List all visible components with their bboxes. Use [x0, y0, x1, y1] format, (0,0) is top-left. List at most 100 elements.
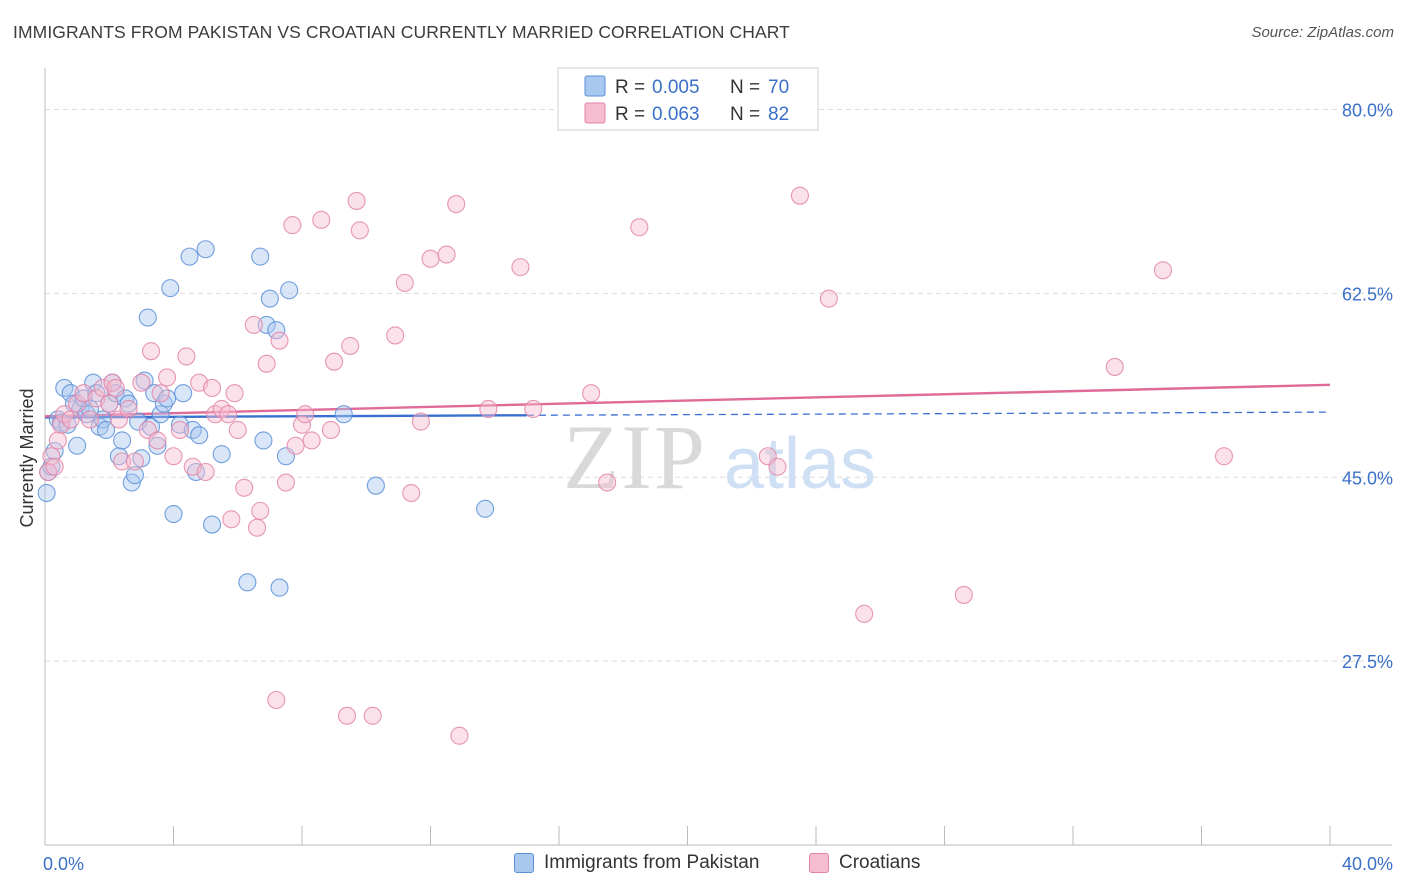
point-pink-38: [235, 478, 254, 497]
point-pink-51: [321, 420, 340, 440]
point-blue-55: [267, 321, 286, 340]
point-pink-52: [325, 352, 344, 371]
legend-n-value-blue: 70: [768, 77, 789, 98]
point-pink-61: [437, 245, 456, 264]
point-blue-37: [154, 394, 173, 413]
point-pink-63: [479, 399, 498, 419]
legend-n-value-pink: 82: [768, 104, 789, 125]
point-pink-31: [203, 378, 222, 398]
point-blue-0: [37, 483, 56, 503]
point-blue-36: [151, 405, 170, 424]
y-tick-label-2: 62.5%: [1342, 284, 1393, 304]
point-pink-23: [151, 384, 170, 403]
series-legend-croatians: Croatians: [809, 852, 920, 874]
point-pink-80: [363, 706, 382, 725]
point-pink-79: [337, 706, 357, 725]
y-tick-label-1: 45.0%: [1342, 468, 1393, 488]
point-blue-23: [109, 447, 128, 466]
legend-r-value-pink: 0.063: [652, 104, 700, 125]
point-blue-10: [68, 436, 87, 455]
point-pink-58: [402, 483, 421, 503]
point-blue-51: [251, 247, 270, 266]
point-blue-43: [180, 247, 199, 266]
chart-title: IMMIGRANTS FROM PAKISTAN VS CROATIAN CUR…: [13, 22, 790, 42]
point-pink-72: [819, 289, 838, 308]
point-blue-60: [366, 476, 385, 495]
x-tick-label-1: 40.0%: [1342, 854, 1393, 874]
point-blue-54: [260, 289, 279, 308]
point-blue-26: [119, 394, 138, 413]
point-pink-45: [283, 216, 302, 235]
point-pink-24: [158, 368, 177, 387]
legend-r-label-blue: R =: [615, 77, 645, 98]
point-pink-3: [48, 431, 67, 450]
point-pink-48: [296, 405, 315, 424]
point-pink-2: [45, 457, 64, 476]
watermark: ZIP atlas: [563, 406, 876, 508]
point-pink-37: [228, 420, 247, 440]
point-blue-32: [138, 308, 157, 327]
point-pink-1: [42, 447, 61, 466]
point-pink-57: [395, 273, 414, 292]
legend-swatch-pink: [584, 102, 606, 124]
chart-source: Source: ZipAtlas.com: [1251, 24, 1394, 41]
tick-labels: 27.5% 45.0% 62.5% 80.0% 0.0% 40.0%: [43, 101, 1393, 874]
point-pink-7: [68, 394, 87, 413]
point-pink-59: [411, 412, 430, 431]
point-blue-47: [196, 240, 215, 259]
point-pink-75: [1105, 357, 1124, 376]
point-blue-53: [257, 315, 276, 334]
point-pink-74: [954, 585, 973, 604]
point-pink-60: [421, 249, 440, 268]
trend-line-pink: [44, 383, 1331, 418]
point-pink-13: [103, 373, 122, 392]
point-blue-50: [238, 573, 257, 592]
point-pink-53: [341, 336, 360, 355]
point-pink-70: [768, 457, 787, 476]
point-pink-67: [598, 473, 617, 492]
point-pink-41: [251, 501, 270, 520]
point-pink-30: [196, 462, 215, 482]
point-pink-78: [267, 690, 286, 710]
watermark-atlas: atlas: [724, 424, 876, 504]
point-pink-50: [312, 210, 331, 229]
point-pink-81: [450, 726, 469, 745]
point-pink-9: [80, 410, 100, 429]
point-pink-11: [93, 378, 112, 398]
point-pink-21: [141, 342, 161, 361]
legend-r-label-pink: R =: [615, 104, 645, 125]
point-blue-31: [135, 371, 154, 390]
point-pink-62: [447, 195, 466, 214]
point-blue-7: [58, 415, 77, 434]
point-pink-77: [1214, 447, 1234, 466]
point-pink-6: [61, 410, 80, 429]
point-pink-76: [1153, 261, 1172, 280]
point-pink-68: [630, 218, 649, 237]
point-pink-4: [52, 415, 71, 434]
point-blue-59: [334, 405, 353, 424]
trend-line-blue-extension: [526, 411, 1331, 416]
y-tick-label-3: 80.0%: [1342, 101, 1393, 121]
data-points: [37, 186, 1234, 745]
legend-n-label-blue: N =: [730, 77, 760, 98]
point-blue-19: [96, 420, 116, 440]
point-blue-28: [125, 466, 144, 485]
series-label-pakistan: Immigrants from Pakistan: [544, 852, 760, 873]
point-blue-58: [280, 281, 299, 300]
point-pink-19: [132, 373, 151, 392]
point-blue-49: [212, 445, 231, 464]
series-legend-pakistan: Immigrants from Pakistan: [514, 852, 759, 874]
point-pink-56: [386, 326, 405, 345]
point-pink-12: [100, 394, 119, 413]
point-pink-73: [855, 604, 874, 623]
point-blue-42: [174, 384, 193, 403]
point-blue-24: [113, 431, 132, 450]
point-pink-64: [511, 258, 530, 277]
point-pink-25: [164, 447, 183, 466]
series-swatch-pakistan: [514, 853, 534, 873]
point-pink-34: [219, 405, 238, 424]
series-label-croatians: Croatians: [839, 852, 921, 873]
point-blue-52: [254, 431, 273, 450]
point-pink-17: [119, 399, 138, 419]
